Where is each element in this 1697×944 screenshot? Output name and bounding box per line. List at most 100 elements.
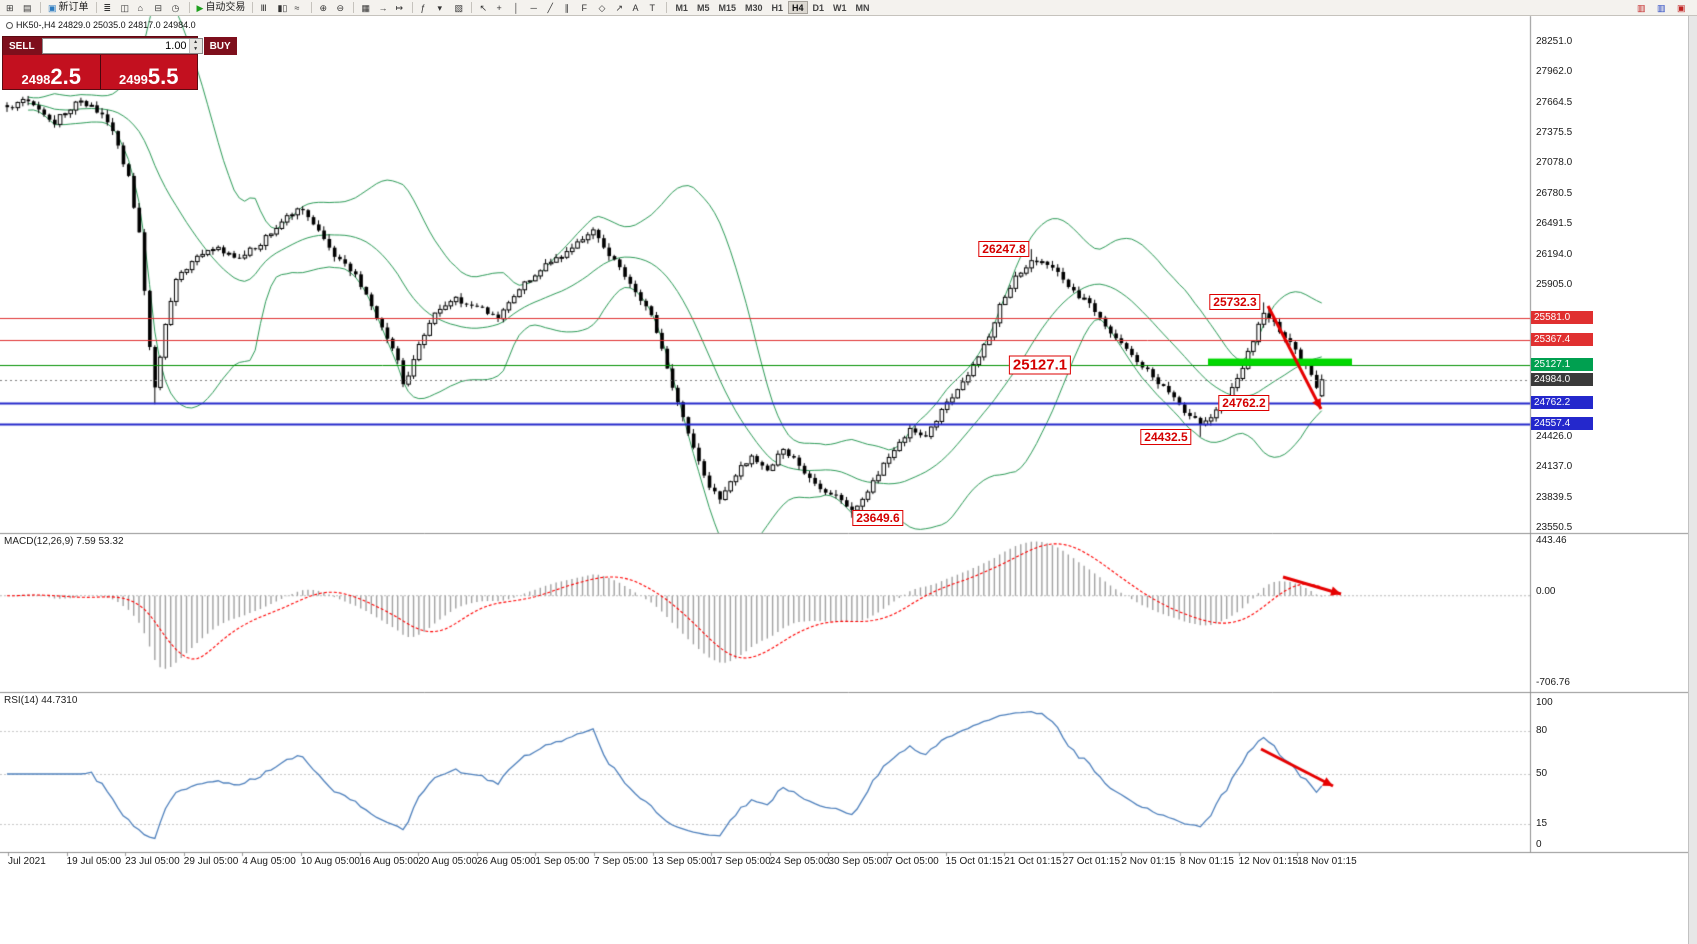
- terminal-icon[interactable]: ⊟: [152, 1, 168, 15]
- strategy-tester-icon: ◷: [171, 2, 180, 13]
- terminal-icon: ⊟: [154, 2, 163, 13]
- timeframe-mn-button[interactable]: MN: [852, 1, 874, 14]
- text-icon: A: [632, 2, 639, 13]
- cursor-icon: ↖: [479, 2, 487, 13]
- timeframe-m30-button[interactable]: M30: [741, 1, 767, 14]
- chart-list-red-icon[interactable]: ▥: [1634, 1, 1650, 15]
- toolbar-separator: [95, 2, 97, 13]
- templates-icon[interactable]: ▧: [451, 1, 467, 15]
- vertical-line-icon[interactable]: │: [510, 1, 526, 15]
- data-window-icon[interactable]: ◫: [118, 1, 134, 15]
- volume-stepper: ▲ ▼: [188, 39, 202, 53]
- line-chart-icon[interactable]: ≈: [291, 1, 307, 15]
- buy-price-big: 5.5: [147, 64, 179, 89]
- timeframe-m5-button[interactable]: M5: [693, 1, 714, 14]
- chart-title: HK50-,H4 24829.0 25035.0 24817.0 24984.0: [6, 20, 196, 30]
- channel-icon[interactable]: ∥: [561, 1, 577, 15]
- timeframe-m15-button[interactable]: M15: [714, 1, 740, 14]
- autotrade-button[interactable]: ▶ 自动交易: [194, 1, 249, 15]
- strategy-tester-icon[interactable]: ◷: [169, 1, 185, 15]
- volume-increase-button[interactable]: ▲: [189, 39, 202, 46]
- marketwatch-icon[interactable]: ≣: [101, 1, 117, 15]
- zoom-out-icon: ⊖: [336, 2, 344, 13]
- macd-label: MACD(12,26,9) 7.59 53.32: [4, 536, 124, 547]
- window-red-icon[interactable]: ▣: [1674, 1, 1690, 15]
- tile-windows-icon[interactable]: ▦: [358, 1, 374, 15]
- new-order-icon: ▣: [48, 2, 57, 13]
- data-window-icon: ◫: [120, 2, 130, 13]
- sell-price-big: 2.5: [50, 64, 81, 89]
- bar-chart-icon: Ⅲ: [260, 2, 267, 13]
- toolbar-right-icons: ▥ ▥ ▣: [1634, 1, 1694, 15]
- crosshair-icon: +: [496, 2, 502, 13]
- fibonacci-icon[interactable]: F: [578, 1, 594, 15]
- channel-icon: ∥: [564, 2, 569, 13]
- periods-dropdown-icon[interactable]: ▾: [434, 1, 450, 15]
- buy-price-button[interactable]: 2499 5.5: [100, 55, 197, 89]
- zoom-out-icon[interactable]: ⊖: [333, 1, 349, 15]
- indicators-icon: ƒ: [420, 2, 426, 13]
- timeframe-h4-button[interactable]: H4: [788, 1, 808, 14]
- sell-button[interactable]: SELL: [3, 37, 41, 55]
- toolbar-separator: [40, 2, 41, 13]
- volume-box: ▲ ▼: [41, 38, 203, 54]
- text-label-icon: T: [649, 2, 655, 13]
- zoom-in-icon[interactable]: ⊕: [316, 1, 332, 15]
- shapes-icon: ◇: [598, 2, 606, 13]
- indicators-icon[interactable]: ƒ: [417, 1, 433, 15]
- toolbar: ⊞ ▤ ▣ 新订单 ≣ ◫ ⌂ ⊟ ◷ ▶ 自动交易 Ⅲ ▮▯ ≈ ⊕ ⊖ ▦ → ↦ ƒ ▾ ▧ ↖ + │ ─ ╱ ∥ F ◇ ↗ A T M…: [0, 0, 1697, 16]
- timeframe-d1-button[interactable]: D1: [809, 1, 829, 14]
- chart-shift-icon: ↦: [395, 2, 403, 13]
- line-chart-icon: ≈: [294, 2, 300, 13]
- marketwatch-icon: ≣: [103, 2, 112, 13]
- candlestick-chart-icon[interactable]: ▮▯: [274, 1, 290, 15]
- candlestick-chart-icon: ▮▯: [277, 2, 288, 13]
- shapes-icon[interactable]: ◇: [595, 1, 611, 15]
- toolbar-separator: [311, 2, 313, 13]
- new-order-button[interactable]: ▣ 新订单: [45, 1, 92, 15]
- text-icon[interactable]: A: [629, 1, 645, 15]
- trendline-icon: ╱: [547, 2, 553, 13]
- profiles-icon[interactable]: ▤: [20, 1, 36, 15]
- cursor-icon[interactable]: ↖: [476, 1, 492, 15]
- timeframe-h1-button[interactable]: H1: [768, 1, 788, 14]
- text-label-icon[interactable]: T: [646, 1, 662, 15]
- sell-price-button[interactable]: 2498 2.5: [3, 55, 100, 89]
- vertical-scrollbar[interactable]: [1688, 16, 1697, 944]
- chart-shift-icon[interactable]: ↦: [392, 1, 408, 15]
- horizontal-line-icon[interactable]: ─: [527, 1, 543, 15]
- timeframe-m1-button[interactable]: M1: [671, 1, 692, 14]
- volume-decrease-button[interactable]: ▼: [189, 46, 202, 53]
- auto-scroll-icon[interactable]: →: [375, 1, 391, 15]
- sell-price-small: 2498: [21, 72, 51, 87]
- toolbar-separator: [353, 2, 355, 13]
- timeframe-w1-button[interactable]: W1: [829, 1, 851, 14]
- new-chart-icon[interactable]: ⊞: [3, 1, 19, 15]
- toolbar-separator: [252, 2, 254, 13]
- toolbar-separator: [412, 2, 414, 13]
- rsi-label: RSI(14) 44.7310: [4, 695, 78, 706]
- periods-dropdown-icon: ▾: [437, 2, 442, 13]
- toolbar-separator: [666, 2, 668, 13]
- new-order-label: 新订单: [58, 1, 89, 13]
- arrow-tool-icon[interactable]: ↗: [612, 1, 628, 15]
- buy-price-small: 2499: [118, 72, 148, 87]
- volume-input[interactable]: [42, 39, 189, 53]
- navigator-icon[interactable]: ⌂: [135, 1, 151, 15]
- navigator-icon: ⌂: [137, 2, 143, 13]
- symbol-bullet-icon: [6, 21, 13, 29]
- chart-list-blue-icon[interactable]: ▥: [1654, 1, 1670, 15]
- horizontal-line-icon: ─: [530, 2, 537, 13]
- arrow-tool-icon: ↗: [615, 2, 623, 13]
- auto-scroll-icon: →: [378, 2, 388, 13]
- buy-button[interactable]: BUY: [203, 37, 237, 55]
- autotrade-label: 自动交易: [205, 1, 246, 13]
- bar-chart-icon[interactable]: Ⅲ: [257, 1, 273, 15]
- templates-icon: ▧: [454, 2, 463, 13]
- trendline-icon[interactable]: ╱: [544, 1, 560, 15]
- profiles-icon: ▤: [23, 2, 32, 13]
- crosshair-icon[interactable]: +: [493, 1, 509, 15]
